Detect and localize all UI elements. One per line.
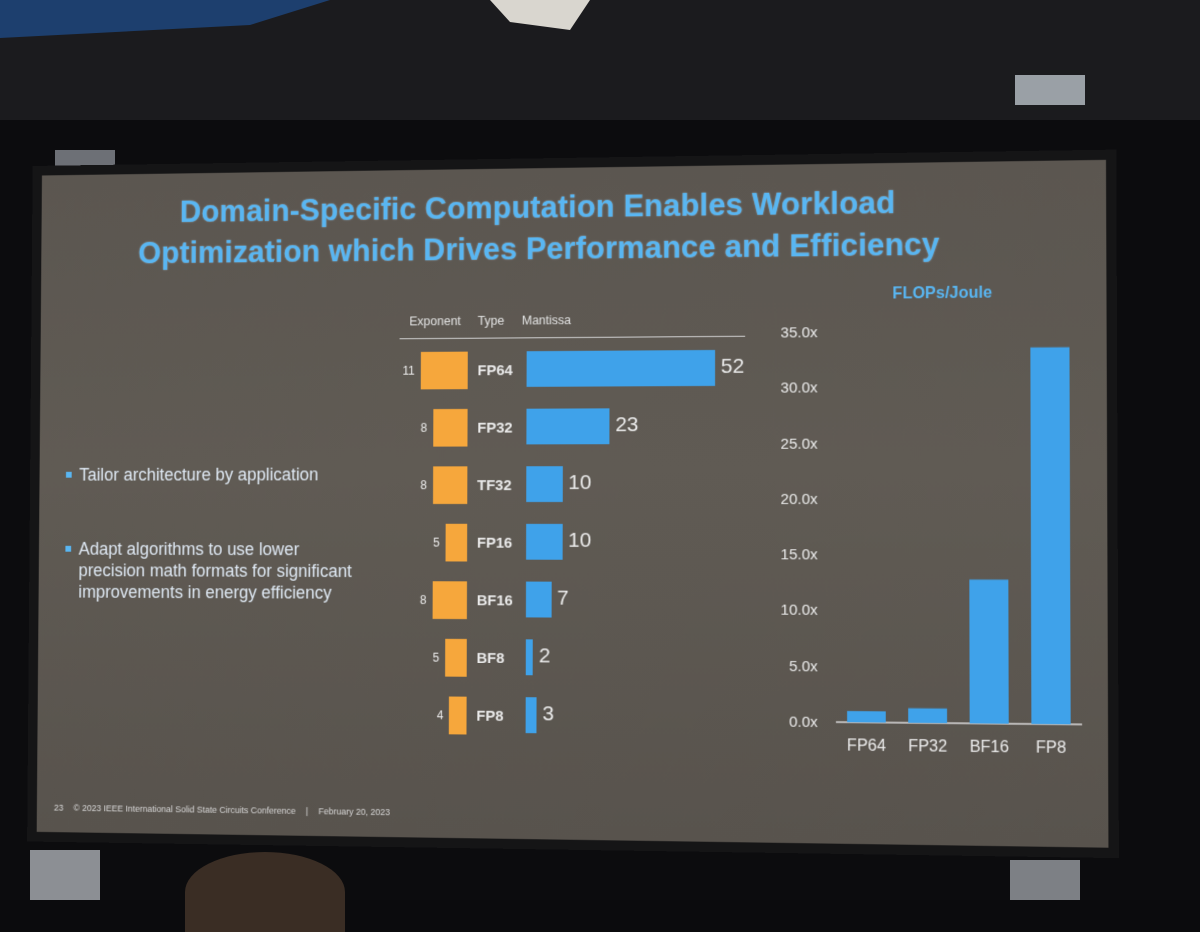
footer-separator: | bbox=[306, 806, 308, 816]
exponent-value: 11 bbox=[393, 364, 414, 378]
mantissa-bar bbox=[526, 466, 562, 502]
mantissa-bar bbox=[527, 350, 715, 387]
page-number: 23 bbox=[54, 803, 64, 813]
exponent-value: 8 bbox=[406, 421, 428, 435]
mantissa-value: 2 bbox=[539, 644, 551, 668]
mantissa-bar bbox=[526, 408, 609, 444]
mantissa-bar bbox=[526, 524, 562, 560]
mantissa-bar bbox=[526, 582, 551, 618]
presentation-slide: Domain-Specific Computation Enables Work… bbox=[37, 160, 1109, 848]
format-type-label: TF32 bbox=[477, 477, 511, 494]
slide-title-line-1: Domain-Specific Computation Enables Work… bbox=[98, 184, 983, 231]
mantissa-value: 7 bbox=[557, 587, 569, 611]
mantissa-value: 23 bbox=[615, 413, 638, 437]
y-tick-label: 30.0x bbox=[781, 380, 819, 397]
exponent-value: 5 bbox=[418, 651, 440, 665]
format-type-label: BF8 bbox=[477, 650, 505, 667]
exponent-header: Exponent bbox=[409, 314, 461, 328]
slide-footer: 23 © 2023 IEEE International Solid State… bbox=[54, 803, 398, 818]
chart-title: FLOPs/Joule bbox=[893, 284, 993, 302]
bar-fp32 bbox=[908, 708, 947, 723]
mantissa-bar bbox=[526, 639, 533, 675]
y-tick-label: 15.0x bbox=[781, 547, 819, 563]
audience-head bbox=[185, 852, 345, 932]
type-header: Type bbox=[478, 314, 505, 328]
y-tick-label: 25.0x bbox=[781, 436, 819, 452]
mantissa-value: 10 bbox=[568, 529, 591, 553]
format-row-fp16: 5 FP16 10 bbox=[39, 523, 780, 564]
exponent-bar bbox=[420, 352, 467, 390]
y-tick-label: 5.0x bbox=[789, 659, 818, 676]
exponent-value: 8 bbox=[405, 593, 427, 607]
mantissa-value: 52 bbox=[721, 355, 744, 379]
format-type-label: FP16 bbox=[477, 535, 512, 552]
exponent-value: 4 bbox=[422, 708, 444, 722]
format-type-label: FP32 bbox=[477, 420, 512, 437]
format-row-fp32: 8 FP32 23 bbox=[40, 408, 781, 450]
bar-fp64 bbox=[847, 711, 886, 723]
exponent-bar bbox=[445, 639, 467, 677]
bar-bf16 bbox=[969, 580, 1008, 724]
mantissa-value: 3 bbox=[542, 702, 554, 726]
x-tick-label: FP32 bbox=[908, 738, 947, 756]
format-row-fp64: 11 FP64 52 bbox=[40, 350, 780, 394]
footer-date: February 20, 2023 bbox=[318, 806, 390, 817]
copyright: © 2023 IEEE International Solid State Ci… bbox=[73, 803, 295, 816]
x-tick-label: FP64 bbox=[847, 737, 886, 755]
format-type-label: BF16 bbox=[477, 592, 513, 609]
exponent-value: 8 bbox=[406, 478, 428, 492]
x-tick-label: BF16 bbox=[970, 738, 1010, 756]
y-tick-label: 20.0x bbox=[781, 492, 819, 508]
exponent-value: 5 bbox=[418, 536, 440, 550]
mantissa-bar bbox=[526, 697, 537, 733]
format-row-tf32: 8 TF32 10 bbox=[39, 466, 780, 506]
y-tick-label: 10.0x bbox=[781, 603, 819, 620]
format-row-fp8: 4 FP8 3 bbox=[37, 693, 780, 740]
exponent-bar bbox=[433, 466, 468, 504]
exponent-bar bbox=[446, 524, 468, 562]
y-tick-label: 35.0x bbox=[781, 325, 819, 342]
exponent-bar bbox=[432, 581, 467, 619]
format-type-label: FP8 bbox=[476, 708, 503, 725]
bar-fp8 bbox=[1030, 347, 1070, 724]
x-tick-label: FP8 bbox=[1036, 739, 1067, 757]
mantissa-header: Mantissa bbox=[522, 313, 571, 327]
format-row-bf16: 8 BF16 7 bbox=[38, 580, 780, 623]
y-tick-label: 0.0x bbox=[789, 714, 818, 731]
flops-per-joule-chart: FLOPs/Joule 0.0x 5.0x 10.0x 15.0x 20.0x 25.0x 3… bbox=[750, 281, 1098, 770]
exponent-bar bbox=[449, 697, 466, 735]
header-divider bbox=[400, 336, 746, 339]
format-row-bf8: 5 BF8 2 bbox=[38, 636, 780, 681]
exponent-bar bbox=[433, 409, 468, 447]
format-type-label: FP64 bbox=[477, 362, 512, 379]
slide-title-line-2: Optimization which Drives Performance an… bbox=[98, 226, 983, 271]
mantissa-value: 10 bbox=[568, 471, 591, 495]
